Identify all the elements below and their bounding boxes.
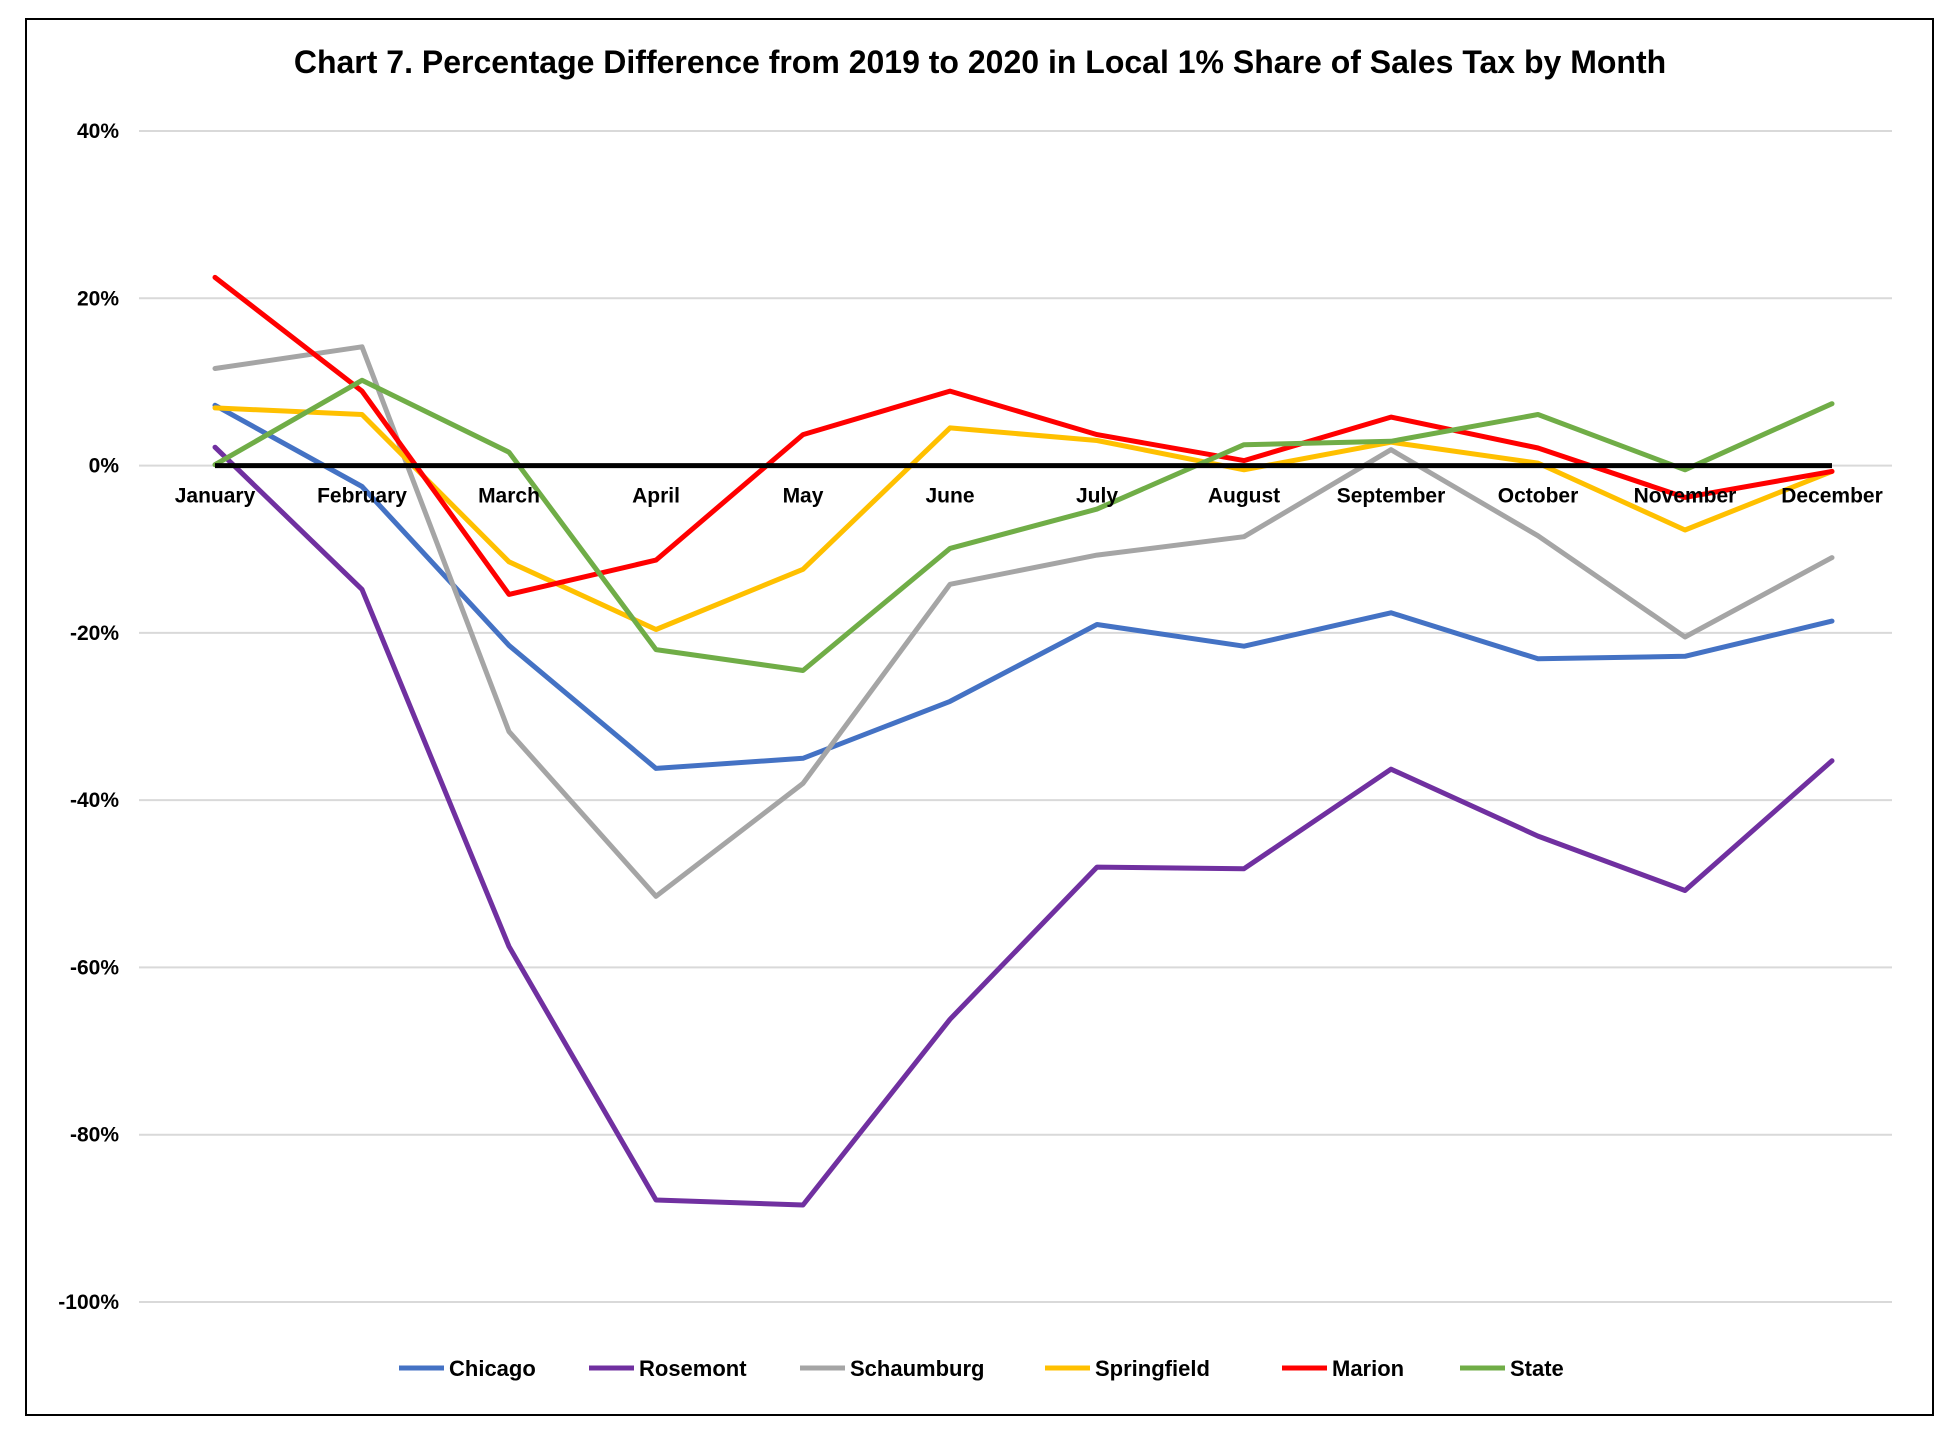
- x-tick-label: June: [925, 485, 974, 508]
- y-tick-label: 20%: [77, 287, 119, 310]
- y-tick-label: -60%: [70, 956, 119, 979]
- y-axis-tick-labels: 40% 20% 0% -20% -40% -60% -80% -100%: [58, 120, 119, 1314]
- x-tick-label: February: [317, 485, 407, 508]
- y-tick-label: -100%: [58, 1291, 119, 1314]
- series-line-rosemont: [212, 444, 1835, 1208]
- y-tick-label: 40%: [77, 120, 119, 143]
- x-tick-label: July: [1076, 485, 1118, 508]
- legend: Chicago Rosemont Schaumburg Springfield Mari…: [399, 1356, 1564, 1381]
- x-tick-label: May: [783, 485, 824, 508]
- chart-frame: Chart 7. Percentage Difference from 2019…: [25, 18, 1934, 1416]
- series-line-state: [212, 377, 1835, 673]
- x-tick-label: August: [1208, 485, 1280, 508]
- y-tick-label: 0%: [89, 455, 120, 478]
- legend-label-springfield: Springfield: [1095, 1356, 1210, 1381]
- series-line-marion: [212, 274, 1835, 597]
- line-chart: Chart 7. Percentage Difference from 2019…: [58, 44, 1892, 1381]
- y-tick-label: -80%: [70, 1124, 119, 1147]
- x-tick-label: January: [175, 485, 256, 508]
- legend-label-marion: Marion: [1332, 1356, 1404, 1381]
- gridlines: [139, 130, 1892, 1303]
- chart-title: Chart 7. Percentage Difference from 2019…: [294, 44, 1666, 80]
- x-tick-label: October: [1498, 485, 1579, 508]
- y-tick-label: -40%: [70, 789, 119, 812]
- x-tick-label: April: [632, 485, 680, 508]
- legend-label-chicago: Chicago: [449, 1356, 536, 1381]
- x-tick-label: December: [1781, 485, 1883, 508]
- series-line-schaumburg: [212, 344, 1835, 899]
- series-line-springfield: [212, 405, 1835, 632]
- series-line-chicago: [212, 402, 1835, 771]
- x-axis-tick-labels: January February March April May June July Augu…: [175, 485, 1883, 508]
- x-tick-label: September: [1337, 485, 1446, 508]
- y-tick-label: -20%: [70, 622, 119, 645]
- legend-label-rosemont: Rosemont: [639, 1356, 747, 1381]
- x-tick-label: November: [1634, 485, 1737, 508]
- legend-label-state: State: [1510, 1356, 1564, 1381]
- legend-label-schaumburg: Schaumburg: [850, 1356, 984, 1381]
- series-lines: [212, 274, 1835, 1208]
- x-tick-label: March: [478, 485, 540, 508]
